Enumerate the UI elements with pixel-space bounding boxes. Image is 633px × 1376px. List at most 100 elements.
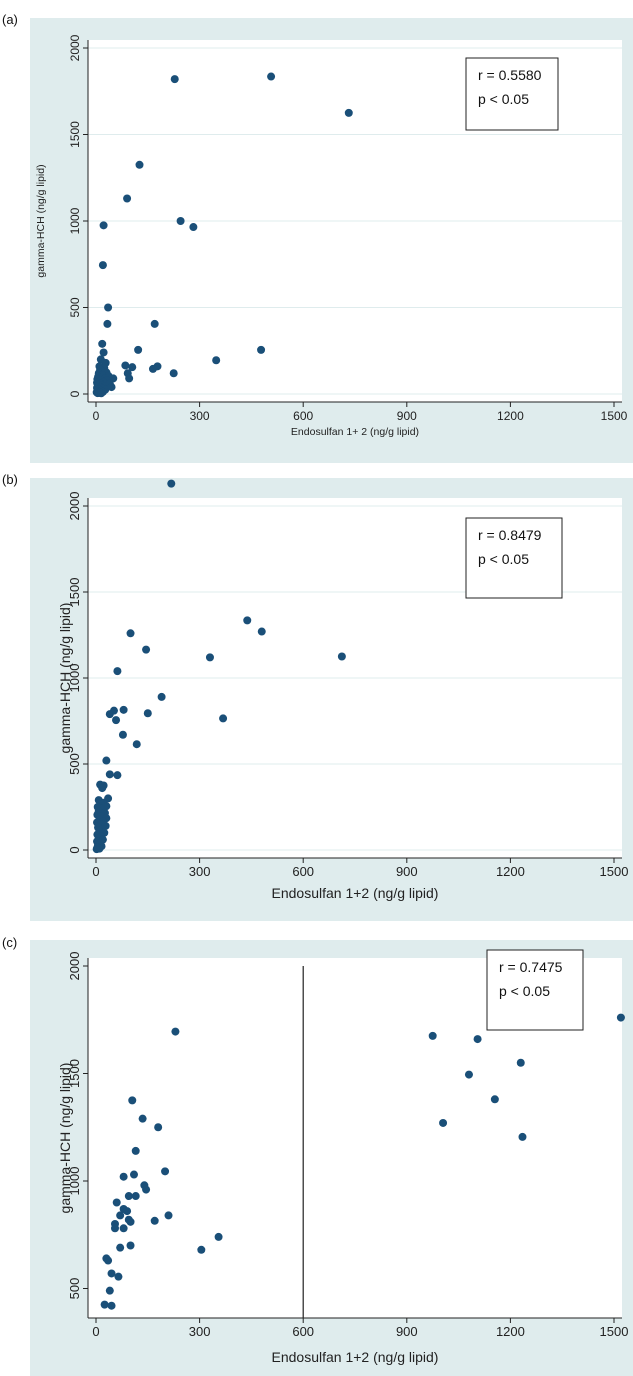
data-point: [337, 652, 346, 661]
x-tick-label: 1500: [601, 409, 628, 423]
data-point: [214, 1232, 223, 1241]
y-tick-label: 500: [67, 753, 82, 775]
x-axis-label: Endosulfan 1+2 (ng/g lipid): [272, 1349, 439, 1365]
data-point: [97, 389, 106, 398]
data-point: [134, 345, 143, 354]
data-point: [105, 1286, 114, 1295]
y-axis-label: gamma-HCH (ng/g lipid): [35, 164, 47, 277]
data-point: [126, 629, 135, 638]
data-point: [123, 1207, 132, 1216]
data-point: [119, 705, 128, 714]
y-axis-label: gamma-HCH (ng/g lipid): [57, 603, 73, 754]
data-point: [98, 261, 107, 270]
x-tick-label: 0: [92, 864, 99, 879]
data-point: [138, 1114, 147, 1123]
data-point: [131, 1146, 140, 1155]
chart-panel-2: 0 500 1000 1500 2000 0 300 600 900 1200 1500 Endosu…: [2, 472, 633, 921]
x-tick-label: 600: [292, 1324, 314, 1339]
correlation-label: r = 0.7475: [499, 959, 563, 975]
data-point: [150, 1216, 159, 1225]
data-point: [102, 756, 111, 765]
p-value-label: p < 0.05: [478, 551, 529, 567]
x-tick-label: 300: [189, 864, 211, 879]
data-point: [105, 770, 114, 779]
data-point: [170, 75, 179, 84]
x-tick-label: 900: [397, 409, 417, 423]
data-point: [116, 1211, 125, 1220]
data-point: [107, 1301, 116, 1310]
data-point: [125, 374, 134, 383]
x-axis-label: Endosulfan 1+ 2 (ng/g lipid): [291, 426, 419, 438]
x-tick-label: 900: [396, 1324, 418, 1339]
data-point: [128, 1096, 137, 1105]
data-point: [473, 1035, 482, 1044]
data-point: [167, 479, 176, 488]
data-point: [243, 616, 252, 625]
data-point: [104, 303, 113, 312]
y-tick-label: 1000: [67, 1167, 82, 1196]
data-point: [113, 667, 122, 676]
data-point: [98, 784, 107, 793]
x-tick-label: 1200: [496, 864, 525, 879]
correlation-label: r = 0.5580: [478, 67, 542, 83]
data-point: [131, 1192, 140, 1201]
data-point: [176, 217, 185, 225]
data-point: [164, 1211, 173, 1220]
data-point: [257, 627, 266, 636]
p-value-label: p < 0.05: [478, 91, 529, 107]
x-tick-label: 0: [93, 409, 100, 423]
data-point: [99, 348, 108, 357]
y-tick-label: 500: [68, 297, 82, 317]
data-point: [99, 221, 108, 230]
x-tick-label: 0: [92, 1324, 99, 1339]
data-point: [154, 1123, 163, 1132]
data-point: [189, 223, 198, 232]
y-tick-label: 1000: [67, 664, 82, 693]
data-point: [112, 1198, 121, 1207]
data-point: [157, 692, 166, 701]
x-tick-label: 600: [293, 409, 313, 423]
y-tick-label: 1000: [68, 207, 82, 234]
panel-label: (b): [2, 472, 18, 487]
data-point: [114, 1272, 123, 1281]
data-point: [132, 740, 141, 749]
x-tick-label: 300: [189, 1324, 211, 1339]
chart-panel-3: 500 1000 1500 2000 0 300 600 900 1200 1500 Endosul…: [2, 935, 633, 1376]
data-point: [142, 1185, 151, 1194]
data-point: [113, 771, 122, 780]
data-point: [205, 653, 214, 662]
data-point: [197, 1245, 206, 1254]
data-point: [616, 1013, 625, 1022]
y-axis-label: gamma-HCH (ng/g lipid): [57, 1063, 73, 1214]
data-point: [142, 645, 151, 654]
data-point: [439, 1118, 448, 1127]
p-value-label: p < 0.05: [499, 983, 550, 999]
data-point: [126, 1241, 135, 1250]
data-point: [428, 1031, 437, 1040]
x-axis-label: Endosulfan 1+2 (ng/g lipid): [272, 885, 439, 901]
data-point: [135, 160, 144, 169]
data-point: [92, 845, 101, 854]
data-point: [161, 1167, 170, 1176]
data-point: [344, 108, 353, 117]
data-point: [219, 714, 228, 723]
y-tick-label: 2000: [67, 492, 82, 521]
data-point: [121, 361, 130, 370]
data-point: [119, 1172, 128, 1181]
data-point: [100, 1300, 109, 1309]
data-point: [119, 1224, 128, 1233]
y-tick-label: 500: [67, 1278, 82, 1300]
data-point: [490, 1095, 499, 1104]
data-point: [126, 1217, 135, 1226]
x-tick-label: 1500: [600, 864, 629, 879]
x-tick-label: 1200: [497, 409, 524, 423]
data-point: [171, 1027, 180, 1036]
x-tick-label: 600: [292, 864, 314, 879]
data-point: [116, 1243, 125, 1252]
data-point: [118, 730, 127, 739]
y-tick-label: 1500: [67, 1059, 82, 1088]
y-tick-label: 2000: [68, 34, 82, 61]
x-tick-label: 1200: [496, 1324, 525, 1339]
stats-box: [486, 949, 584, 1031]
